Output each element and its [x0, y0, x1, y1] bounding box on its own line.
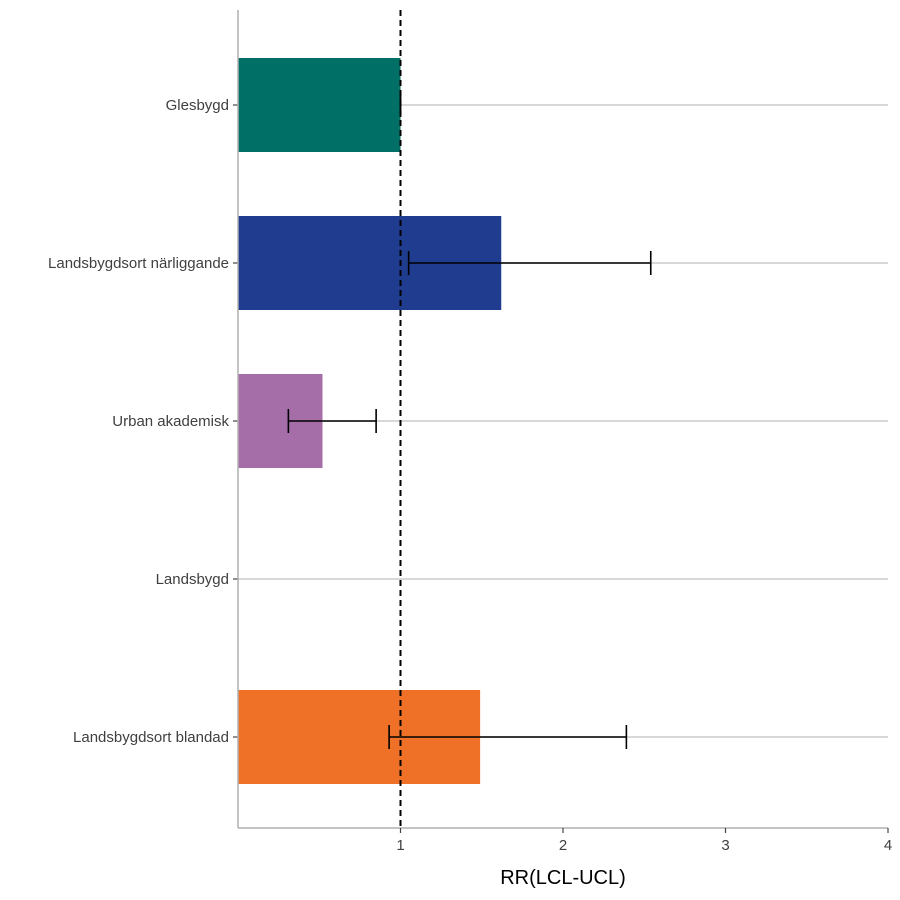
x-tick-label: 2 [559, 837, 567, 854]
labels: Glesbygd Landsbygdsort närliggande Urban a… [48, 97, 892, 854]
x-tick-label: 4 [884, 837, 892, 854]
category-label: Urban akademisk [112, 413, 229, 430]
error-bars [287, 93, 652, 749]
category-label: Landsbygd [156, 571, 229, 588]
x-tick-label: 3 [721, 837, 729, 854]
bar [238, 58, 401, 152]
category-label: Glesbygd [166, 97, 229, 114]
x-axis-title: RR(LCL-UCL) [500, 867, 626, 889]
axes [233, 10, 889, 833]
category-label: Landsbygdsort närliggande [48, 255, 229, 272]
category-label: Landsbygdsort blandad [73, 729, 229, 746]
x-tick-label: 1 [396, 837, 404, 854]
